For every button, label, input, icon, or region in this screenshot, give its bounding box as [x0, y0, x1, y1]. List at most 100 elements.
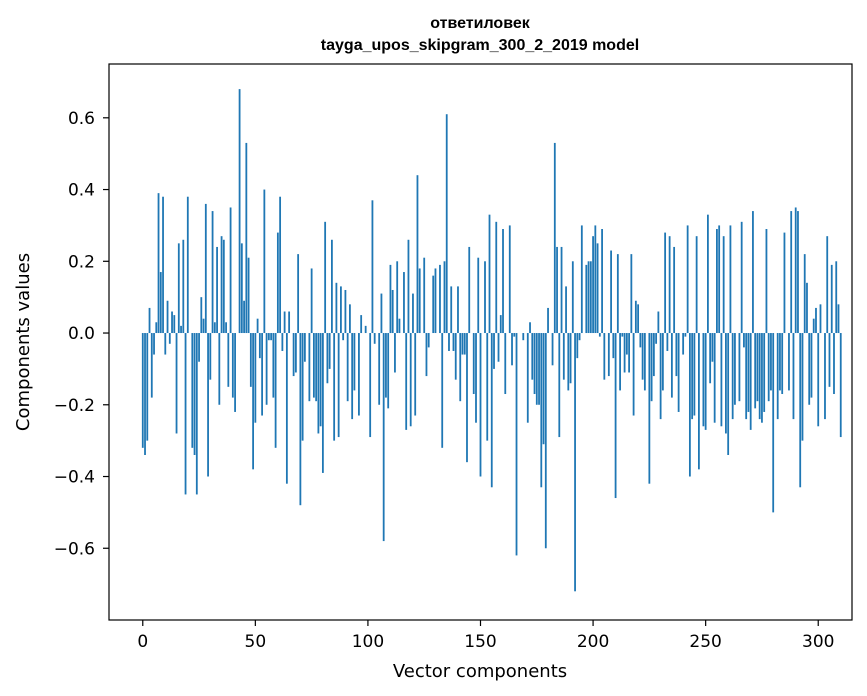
bar — [312, 333, 315, 398]
bar — [331, 239, 333, 334]
bar — [234, 333, 236, 412]
bar — [544, 333, 547, 549]
bar — [326, 333, 329, 384]
bar — [468, 246, 471, 334]
bar — [171, 311, 173, 334]
bar — [580, 225, 583, 334]
bar — [799, 333, 802, 488]
bar — [274, 333, 277, 448]
bar — [835, 261, 838, 334]
bar — [657, 311, 660, 334]
bar — [628, 333, 630, 373]
bar — [630, 254, 633, 334]
bar — [495, 221, 498, 334]
bar — [265, 333, 268, 405]
bar — [385, 333, 387, 398]
bar — [155, 322, 158, 334]
bar — [333, 333, 336, 441]
x-axis: 0 50 100 150 200 250 300 — [137, 620, 834, 652]
bar — [281, 333, 284, 351]
bar — [535, 333, 538, 405]
bar — [508, 225, 511, 334]
bar — [610, 250, 612, 334]
bar — [727, 333, 730, 455]
bar — [389, 264, 392, 334]
bar — [472, 333, 475, 395]
bar — [416, 175, 419, 334]
bar — [427, 333, 430, 348]
bar — [157, 193, 160, 334]
bar — [168, 333, 171, 344]
bar — [371, 200, 374, 334]
bar — [691, 333, 694, 420]
bar — [418, 268, 421, 334]
bar — [808, 333, 811, 405]
bar — [256, 318, 259, 334]
bar — [547, 307, 549, 334]
bar — [175, 333, 178, 434]
bar — [337, 333, 340, 438]
bar — [200, 297, 203, 334]
bar — [698, 333, 700, 470]
bar — [749, 333, 752, 430]
bar — [686, 225, 689, 334]
bar — [625, 333, 628, 355]
bar — [207, 333, 209, 477]
y-tick-label: 0.4 — [68, 181, 95, 201]
bar — [830, 264, 833, 334]
bar — [159, 272, 162, 334]
bar — [702, 333, 705, 427]
bar — [553, 142, 556, 334]
bar — [342, 333, 345, 341]
bar — [540, 333, 543, 488]
bar — [409, 333, 412, 427]
bar — [542, 333, 545, 445]
bar — [216, 246, 218, 334]
bar — [607, 333, 610, 377]
bar — [180, 325, 182, 334]
bar — [394, 333, 396, 373]
bar — [776, 333, 779, 420]
bar — [288, 311, 291, 334]
bar — [596, 243, 599, 334]
bar — [182, 239, 185, 334]
bar — [675, 333, 678, 377]
bar — [297, 254, 300, 334]
bar — [641, 333, 644, 380]
bar — [707, 214, 709, 334]
y-tick-label: 0.6 — [68, 109, 95, 129]
bar — [497, 333, 500, 362]
bar — [779, 333, 781, 391]
bar — [664, 232, 667, 334]
bar — [466, 333, 468, 463]
bar — [502, 229, 504, 334]
bar — [319, 333, 322, 427]
bar — [369, 333, 372, 438]
bar — [423, 257, 426, 334]
x-tick-label: 100 — [352, 632, 384, 652]
bar — [382, 333, 385, 542]
bar — [734, 333, 736, 405]
bar — [770, 333, 772, 391]
y-axis: −0.6 −0.4 −0.2 0.0 0.2 0.4 0.6 — [54, 109, 109, 559]
bar — [603, 333, 606, 380]
bar — [414, 333, 417, 416]
bar — [693, 333, 696, 416]
bar — [479, 333, 482, 477]
bar — [191, 333, 194, 448]
bar — [684, 333, 687, 337]
bar — [229, 207, 232, 334]
bar — [652, 333, 655, 377]
bar — [317, 333, 320, 434]
bar — [209, 333, 212, 380]
bar — [614, 333, 617, 499]
bar — [743, 333, 745, 348]
bar — [819, 304, 822, 334]
bar — [688, 333, 691, 477]
bar — [461, 333, 464, 355]
x-axis-label: Vector components — [393, 661, 567, 682]
x-tick-label: 300 — [802, 632, 834, 652]
bar — [569, 333, 572, 384]
bar — [144, 333, 146, 455]
